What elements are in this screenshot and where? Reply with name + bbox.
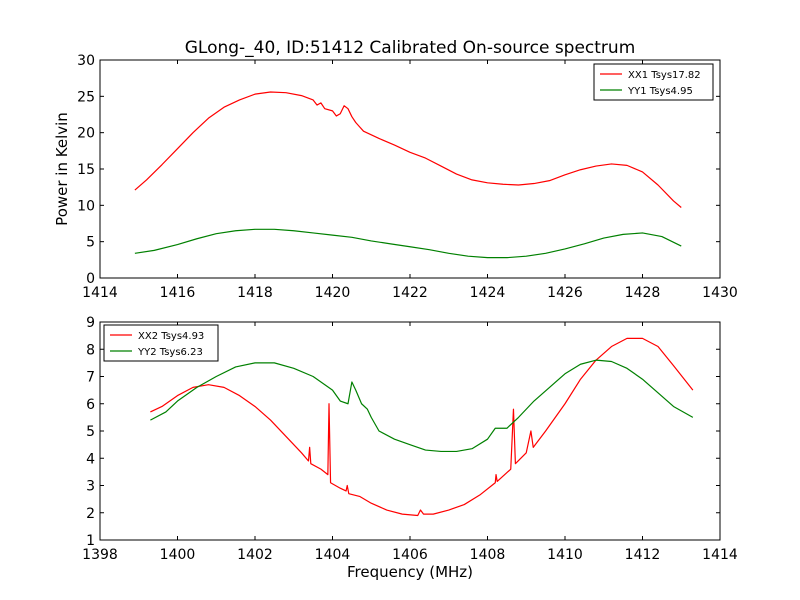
chart0-y-tick-label-0: 0 <box>86 271 95 287</box>
chart1-x-tick-label-7: 1412 <box>625 547 661 563</box>
chart1-legend: XX2 Tsys4.93 YY2 Tsys6.23 <box>103 324 219 362</box>
chart0-x-tick-label-1: 1416 <box>160 285 196 301</box>
chart1-x-tick-label-6: 1410 <box>547 547 583 563</box>
chart1-y-tick-label-1: 2 <box>86 506 95 522</box>
chart1-series-group <box>150 337 694 517</box>
chart1-x-tick-label-1: 1400 <box>160 547 196 563</box>
chart0-x-tick-label-8: 1430 <box>702 285 738 301</box>
chart0-y-tick-label-5: 25 <box>77 89 95 105</box>
chart1-x-tick-label-5: 1408 <box>470 547 506 563</box>
chart0-series-line-0 <box>134 91 682 208</box>
chart0-x-tick-label-0: 1414 <box>82 285 118 301</box>
chart0-x-tick-label-5: 1424 <box>470 285 506 301</box>
chart0-x-tick-label-2: 1418 <box>237 285 273 301</box>
chart1-y-tick-label-4: 5 <box>86 424 95 440</box>
chart0-x-tick-label-7: 1428 <box>625 285 661 301</box>
chart0-y-tick-label-1: 5 <box>86 235 95 251</box>
chart0-x-tick-label-4: 1422 <box>392 285 428 301</box>
chart1-x-tick-label-2: 1402 <box>237 547 273 563</box>
chart1-x-tick-label-4: 1406 <box>392 547 428 563</box>
chart0-legend: XX1 Tsys17.82 YY1 Tsys4.95 <box>593 63 714 101</box>
chart1-y-tick-label-8: 9 <box>86 315 95 331</box>
chart0-x-tick-label-6: 1426 <box>547 285 583 301</box>
chart1-x-tick-label-8: 1414 <box>702 547 738 563</box>
top-chart: 1414 1416 1418 1420 1422 1424 1426 1428 1430 0 5 10… <box>53 53 738 301</box>
chart0-series-line-1 <box>134 228 682 259</box>
chart1-legend-label-1: YY2 Tsys6.23 <box>137 347 203 358</box>
chart1-x-tick-label-3: 1404 <box>315 547 351 563</box>
chart0-x-tick-label-3: 1420 <box>315 285 351 301</box>
chart1-legend-box <box>103 324 219 362</box>
chart0-y-axis-label: Power in Kelvin <box>53 112 71 226</box>
bottom-chart: 1398 1400 1402 1404 1406 1408 1410 1412 1414 1 2 3 4… <box>82 315 738 581</box>
chart0-legend-label-0: XX1 Tsys17.82 <box>628 70 701 81</box>
chart0-legend-label-1: YY1 Tsys4.95 <box>627 86 693 97</box>
chart1-y-tick-label-7: 8 <box>86 342 95 358</box>
chart0-y-tick-label-3: 15 <box>77 162 95 178</box>
figure-title: GLong-_40, ID:51412 Calibrated On-source… <box>185 38 636 58</box>
chart1-y-tick-label-3: 4 <box>86 451 95 467</box>
chart1-series-line-1 <box>150 359 694 453</box>
chart1-y-tick-label-5: 6 <box>86 397 95 413</box>
chart0-series-group <box>134 91 682 259</box>
chart1-series-line-0 <box>150 337 694 517</box>
chart1-y-tick-label-6: 7 <box>86 370 95 386</box>
chart1-x-tick-label-0: 1398 <box>82 547 118 563</box>
chart1-x-axis-label: Frequency (MHz) <box>347 563 473 581</box>
chart0-legend-box <box>593 63 714 101</box>
chart1-legend-label-0: XX2 Tsys4.93 <box>138 331 204 342</box>
chart1-y-tick-label-2: 3 <box>86 479 95 495</box>
chart0-y-tick-label-2: 10 <box>77 198 95 214</box>
chart0-y-tick-label-6: 30 <box>77 53 95 69</box>
chart1-y-tick-label-0: 1 <box>86 533 95 549</box>
chart0-y-tick-label-4: 20 <box>77 126 95 142</box>
